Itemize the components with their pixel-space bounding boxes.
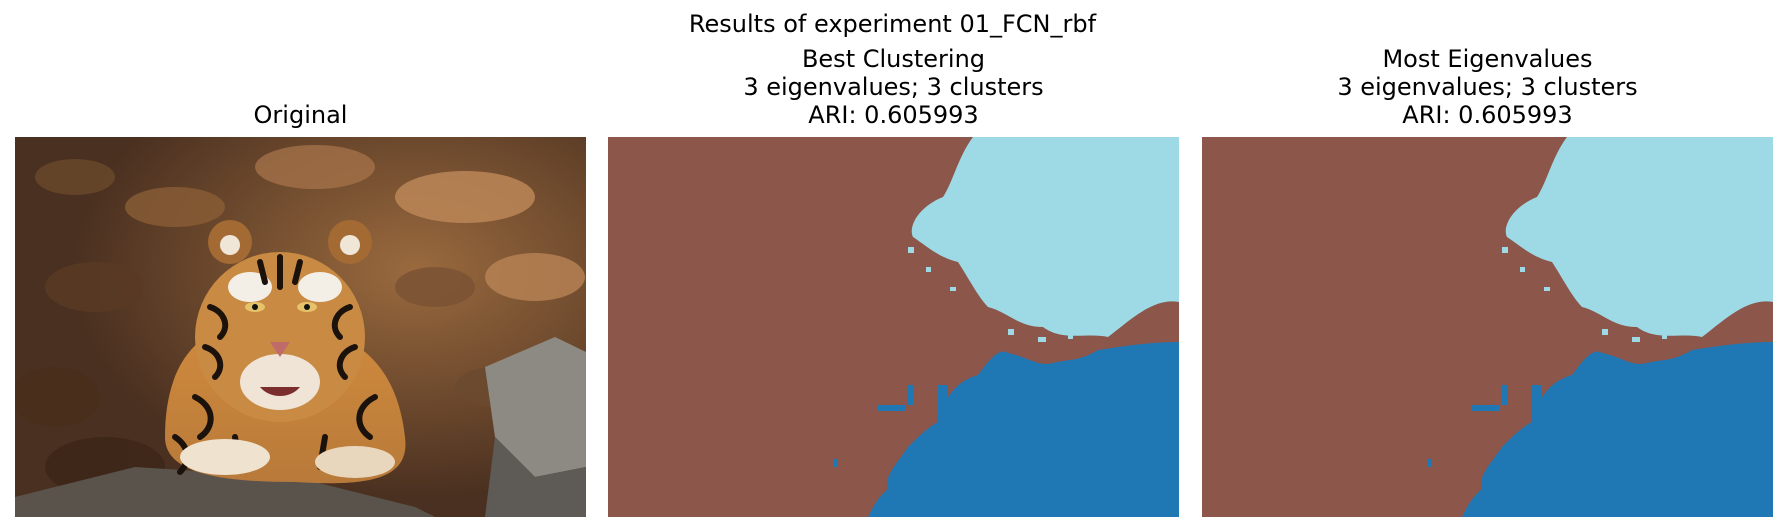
title-line: Most Eigenvalues (1382, 45, 1593, 73)
segmentation-map (608, 137, 1179, 517)
tiger (165, 220, 406, 484)
title-line: 3 eigenvalues; 3 clusters (1337, 73, 1638, 101)
panel-title-most: Most Eigenvalues 3 eigenvalues; 3 cluste… (1202, 45, 1773, 129)
cluster-lower (1462, 342, 1773, 517)
original-image-panel (15, 137, 586, 517)
panel-title-original: Original (15, 101, 586, 129)
cluster-upper (1505, 137, 1773, 337)
title-line: Original (253, 101, 348, 129)
best-clustering-panel (608, 137, 1179, 517)
upper-speckles (1502, 247, 1667, 342)
cluster-lower (868, 342, 1179, 517)
panel-title-best: Best Clustering 3 eigenvalues; 3 cluster… (608, 45, 1179, 129)
segmentation-map (1202, 137, 1773, 517)
rock-shadow (485, 437, 586, 517)
title-line: 3 eigenvalues; 3 clusters (743, 73, 1044, 101)
lower-speckles (833, 385, 998, 467)
lower-speckles (1427, 385, 1592, 467)
title-line: ARI: 0.605993 (808, 101, 979, 129)
tiger-photo (15, 137, 586, 517)
cluster-upper (911, 137, 1179, 337)
upper-speckles (908, 247, 1073, 342)
title-line: ARI: 0.605993 (1402, 101, 1573, 129)
foreground-rock (15, 467, 435, 517)
title-line: Best Clustering (801, 45, 986, 73)
most-eigenvalues-panel (1202, 137, 1773, 517)
figure-suptitle: Results of experiment 01_FCN_rbf (688, 10, 1097, 38)
rock (485, 337, 586, 477)
